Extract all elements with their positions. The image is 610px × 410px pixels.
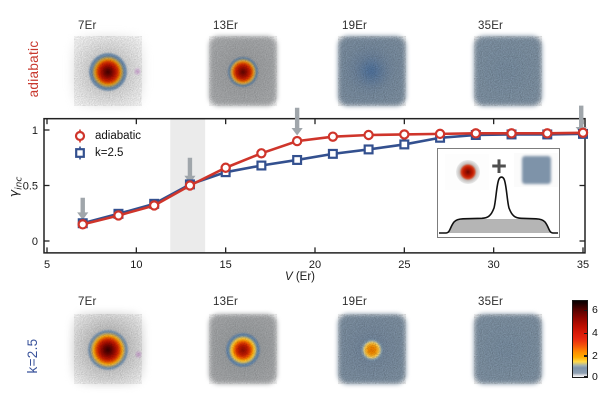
data-point <box>470 128 482 139</box>
data-point <box>256 148 267 159</box>
data-point <box>542 128 553 139</box>
square-marker-icon <box>75 146 85 159</box>
colorbar-tick <box>584 376 588 378</box>
density-image-k25-19er: 19Er <box>332 296 412 388</box>
noise-texture <box>338 314 406 384</box>
panel-label: 35Er <box>478 296 504 308</box>
condensate-peak <box>456 160 480 184</box>
legend-item-k25: k=2.5 <box>74 144 141 161</box>
density-profile-curve <box>439 176 558 234</box>
data-point <box>506 128 517 139</box>
x-tick-label: 20 <box>309 259 321 271</box>
colorbar-tick-label: 6 <box>592 304 598 316</box>
panel-label: 13Er <box>213 296 239 308</box>
data-point <box>434 128 446 140</box>
noise-texture <box>209 36 277 106</box>
colorbar-tick-label: 0 <box>592 370 598 383</box>
chart-legend: adiabatic k=2.5 <box>74 127 141 161</box>
gamma-vs-lattice-depth-chart: 5 10 15 20 25 30 35 0 0.5 1 <box>23 105 589 271</box>
data-point <box>327 148 338 159</box>
x-tick-label: 25 <box>398 259 410 271</box>
data-point <box>363 129 374 141</box>
data-point <box>327 131 339 142</box>
y-axis-label: γinc <box>6 176 25 198</box>
panel-label: 7Er <box>78 296 97 308</box>
data-point <box>399 129 410 140</box>
data-point <box>577 127 589 138</box>
panel-label: 19Er <box>342 20 368 32</box>
data-point <box>113 210 124 221</box>
noise-texture <box>474 314 542 384</box>
colorbar-tick-label: 4 <box>592 327 598 339</box>
panel-label: 7Er <box>78 20 97 32</box>
thermal-pedestal-fill <box>446 219 553 233</box>
data-point <box>220 162 231 173</box>
colorbar <box>572 300 588 378</box>
marker-arrow <box>575 105 587 135</box>
data-point <box>149 200 160 211</box>
density-image-adiabatic-35er: 35Er <box>468 20 548 110</box>
legend-label: k=2.5 <box>95 146 124 159</box>
density-image-k25-35er: 35Er <box>468 296 548 388</box>
x-axis-label: V (Er) <box>284 271 316 283</box>
colorbar-tick <box>584 355 588 357</box>
colorbar-tick <box>584 332 588 334</box>
x-tick-label: 10 <box>130 259 142 271</box>
incoherent-mini-image <box>514 153 558 187</box>
noise-texture <box>209 314 277 384</box>
panel-label: 19Er <box>342 296 368 308</box>
flat-cloud <box>522 156 551 184</box>
density-image-k25-7er: 7Er <box>68 296 148 388</box>
density-image-k25-13er: 13Er <box>203 296 283 388</box>
y-tick-label: 0.5 <box>23 180 38 192</box>
x-tick-label: 35 <box>577 259 589 271</box>
legend-label: adiabatic <box>95 129 142 142</box>
x-tick-label: 5 <box>44 259 50 271</box>
data-point <box>363 144 374 155</box>
density-image-adiabatic-19er: 19Er <box>332 20 412 110</box>
noise-texture <box>338 36 406 106</box>
colorbar-tick-label: 2 <box>592 349 598 362</box>
y-tick-label: 1 <box>32 125 38 137</box>
marker-arrow <box>184 157 196 184</box>
density-image-adiabatic-7er: 7Er <box>68 20 148 110</box>
noise-texture <box>74 314 142 384</box>
data-point <box>77 219 88 230</box>
data-point <box>292 154 303 165</box>
panel-label: 35Er <box>478 20 504 32</box>
condensate-mini-image <box>445 154 489 190</box>
x-tick-label: 15 <box>220 259 232 271</box>
colorbar-tick <box>584 309 588 311</box>
profile-inset: + <box>437 148 560 238</box>
noise-texture <box>474 36 542 106</box>
x-tick-label: 30 <box>488 259 500 271</box>
y-tick-label: 0 <box>32 236 38 248</box>
plus-icon: + <box>491 151 507 181</box>
noise-texture <box>74 36 142 106</box>
bimodal-profile-plot <box>439 176 558 234</box>
legend-item-adiabatic: adiabatic <box>74 127 141 144</box>
panel-label: 13Er <box>213 20 239 32</box>
marker-arrow <box>291 107 303 136</box>
row-label-k25: k=2.5 <box>25 338 40 374</box>
data-point <box>291 135 303 147</box>
circle-marker-icon <box>74 129 86 142</box>
data-point <box>256 160 267 171</box>
density-image-adiabatic-13er: 13Er <box>203 20 283 110</box>
data-point <box>399 139 410 150</box>
marker-arrow <box>77 197 89 220</box>
data-point <box>184 180 196 191</box>
